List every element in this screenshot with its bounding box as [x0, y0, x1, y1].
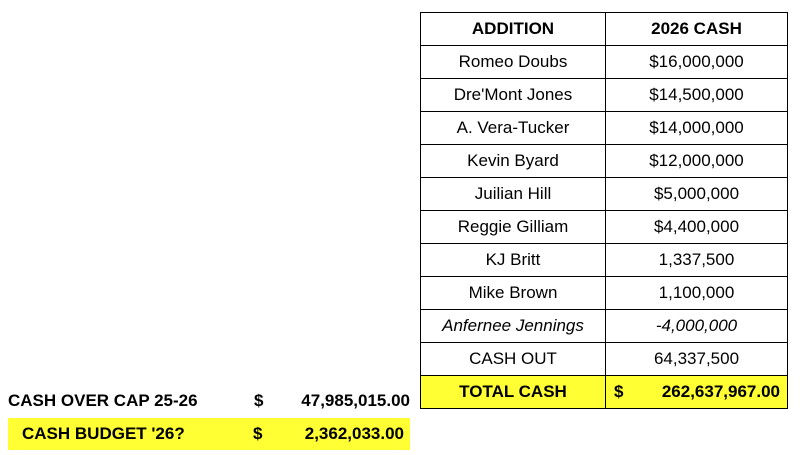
cash-cell[interactable]: $5,000,000	[605, 177, 788, 211]
cash-out-value-cell[interactable]: 64,337,500	[605, 342, 788, 376]
total-cash-row: TOTAL CASH $ 262,637,967.00	[420, 375, 788, 409]
cash-table: ADDITION 2026 CASH Romeo Doubs $16,000,0…	[420, 12, 788, 409]
cash-budget-row[interactable]: CASH BUDGET '26? $ 2,362,033.00	[8, 418, 410, 450]
header-addition[interactable]: ADDITION	[420, 12, 606, 46]
cash-cell[interactable]: $4,400,000	[605, 210, 788, 244]
cash-over-cap-label: CASH OVER CAP 25-26	[8, 391, 198, 410]
player-name-cell[interactable]: A. Vera-Tucker	[420, 111, 606, 145]
cash-budget-currency: $	[253, 424, 263, 443]
cash-budget-label: CASH BUDGET '26?	[22, 424, 185, 443]
cash-cell[interactable]: $14,500,000	[605, 78, 788, 112]
total-cash-amount: 262,637,967.00	[661, 382, 780, 401]
cash-over-cap-row[interactable]: CASH OVER CAP 25-26 $ 47,985,015.00	[8, 385, 410, 417]
header-2026-cash[interactable]: 2026 CASH	[605, 12, 788, 46]
total-cash-value-cell[interactable]: $ 262,637,967.00	[605, 375, 788, 409]
total-cash-currency: $	[614, 382, 624, 401]
player-name-cell[interactable]: Mike Brown	[420, 276, 606, 310]
cash-over-cap-currency: $	[254, 391, 264, 410]
table-row: Juilian Hill $5,000,000	[420, 177, 788, 211]
cash-cell[interactable]: 1,337,500	[605, 243, 788, 277]
cash-cell[interactable]: $14,000,000	[605, 111, 788, 145]
cash-cell[interactable]: $16,000,000	[605, 45, 788, 79]
cash-out-label-cell[interactable]: CASH OUT	[420, 342, 606, 376]
table-row: Romeo Doubs $16,000,000	[420, 45, 788, 79]
player-name-cell[interactable]: Anfernee Jennings	[420, 309, 606, 343]
header-row: ADDITION 2026 CASH	[420, 12, 788, 46]
cash-out-row: CASH OUT 64,337,500	[420, 342, 788, 376]
cash-cell[interactable]: $12,000,000	[605, 144, 788, 178]
total-cash-label-cell[interactable]: TOTAL CASH	[420, 375, 606, 409]
player-name-cell[interactable]: Dre'Mont Jones	[420, 78, 606, 112]
table-row: KJ Britt 1,337,500	[420, 243, 788, 277]
table-row: A. Vera-Tucker $14,000,000	[420, 111, 788, 145]
table-row: Reggie Gilliam $4,400,000	[420, 210, 788, 244]
player-name-cell[interactable]: Kevin Byard	[420, 144, 606, 178]
table-row: Mike Brown 1,100,000	[420, 276, 788, 310]
cash-budget-value: 2,362,033.00	[304, 424, 404, 443]
player-name-cell[interactable]: KJ Britt	[420, 243, 606, 277]
cash-cell[interactable]: -4,000,000	[605, 309, 788, 343]
player-name-cell[interactable]: Reggie Gilliam	[420, 210, 606, 244]
table-row: Kevin Byard $12,000,000	[420, 144, 788, 178]
cash-over-cap-value: 47,985,015.00	[301, 391, 410, 410]
table-row: Dre'Mont Jones $14,500,000	[420, 78, 788, 112]
table-row: Anfernee Jennings -4,000,000	[420, 309, 788, 343]
player-name-cell[interactable]: Romeo Doubs	[420, 45, 606, 79]
player-name-cell[interactable]: Juilian Hill	[420, 177, 606, 211]
cash-cell[interactable]: 1,100,000	[605, 276, 788, 310]
